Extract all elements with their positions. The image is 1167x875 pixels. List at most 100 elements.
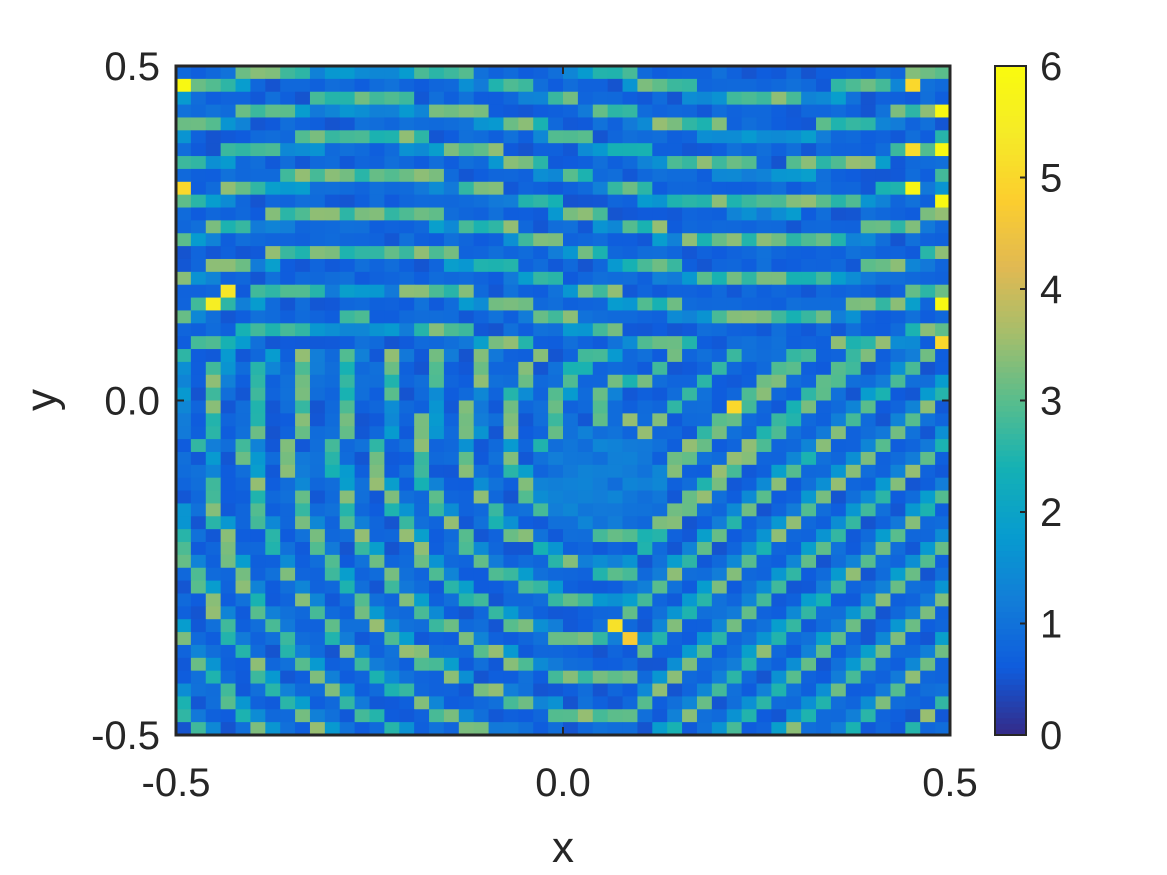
heatmap-cell — [205, 258, 222, 273]
heatmap-cell — [652, 271, 668, 286]
heatmap-cell — [205, 400, 222, 414]
heatmap-cell — [920, 477, 936, 492]
heatmap-cell — [354, 567, 371, 582]
heatmap-cell — [533, 413, 549, 427]
heatmap-cell — [250, 284, 266, 299]
colorbar-segment — [995, 333, 1026, 340]
heatmap-cell — [935, 696, 951, 710]
heatmap-cell — [280, 722, 296, 736]
heatmap-cell — [905, 709, 921, 723]
heatmap-cell — [473, 181, 490, 196]
heatmap-cell — [548, 117, 564, 131]
heatmap-cell — [875, 490, 892, 505]
colorbar-segment — [995, 528, 1026, 535]
heatmap-cell — [443, 336, 460, 350]
heatmap-cell — [250, 567, 266, 582]
heatmap-cell — [711, 349, 728, 363]
heatmap-cell — [429, 117, 445, 131]
colorbar-segment — [995, 255, 1026, 262]
heatmap-cell — [711, 271, 728, 286]
heatmap-cell — [384, 104, 400, 119]
heatmap-cell — [905, 168, 921, 183]
heatmap-cell — [190, 657, 207, 672]
heatmap-cell — [176, 66, 192, 80]
heatmap-cell — [801, 606, 817, 620]
heatmap-cell — [622, 722, 639, 736]
heatmap-cell — [711, 323, 728, 337]
heatmap-cell — [875, 117, 892, 131]
heatmap-cell — [741, 156, 758, 170]
heatmap-cell — [399, 271, 415, 286]
heatmap-cell — [845, 413, 862, 427]
heatmap-cell — [905, 130, 921, 144]
colorbar-segment — [995, 93, 1026, 101]
heatmap-cell — [816, 130, 832, 144]
heatmap-cell — [563, 657, 579, 672]
colorbar-segment — [995, 629, 1026, 636]
heatmap-cell — [667, 194, 683, 209]
heatmap-cell — [920, 156, 936, 170]
heatmap-cell — [235, 580, 252, 595]
heatmap-cell — [637, 580, 653, 595]
heatmap-cell — [726, 143, 743, 157]
heatmap-cell — [220, 451, 237, 466]
heatmap-cell — [548, 670, 564, 685]
heatmap-cell — [339, 91, 356, 106]
heatmap-cell — [414, 271, 430, 286]
heatmap-cell — [667, 400, 683, 414]
heatmap-cell — [488, 323, 505, 337]
heatmap-cell — [429, 258, 445, 273]
heatmap-cell — [384, 194, 400, 209]
heatmap-cell — [830, 696, 847, 710]
heatmap-cell — [875, 349, 892, 363]
heatmap-cell — [890, 91, 906, 106]
heatmap-cell — [592, 670, 609, 685]
heatmap-cell — [354, 374, 371, 389]
heatmap-cell — [220, 400, 237, 414]
y-tick-label: 0.0 — [104, 380, 160, 424]
heatmap-cell — [190, 400, 207, 414]
heatmap-cell — [845, 451, 862, 466]
heatmap-cell — [399, 709, 415, 723]
heatmap-cell — [696, 310, 713, 324]
heatmap-cell — [250, 516, 266, 530]
heatmap-cell — [265, 117, 281, 131]
heatmap-cell — [875, 542, 892, 556]
heatmap-cell — [786, 156, 802, 170]
heatmap-cell — [265, 323, 281, 337]
heatmap-cell — [518, 336, 534, 350]
heatmap-cell — [235, 130, 252, 144]
heatmap-cell — [786, 66, 802, 80]
heatmap-cell — [265, 683, 281, 698]
heatmap-cell — [309, 271, 326, 286]
heatmap-cell — [250, 413, 266, 427]
heatmap-cell — [905, 722, 921, 736]
heatmap-cell — [756, 361, 772, 376]
heatmap-cell — [250, 246, 266, 260]
heatmap-cell — [533, 194, 549, 209]
heatmap-cell — [711, 387, 728, 402]
heatmap-cell — [696, 683, 713, 698]
heatmap-cell — [429, 233, 445, 247]
heatmap-cell — [533, 516, 549, 530]
heatmap-cell — [905, 310, 921, 324]
heatmap-cell — [786, 400, 802, 414]
heatmap-cell — [860, 619, 877, 633]
heatmap-cell — [622, 271, 639, 286]
heatmap-cell — [935, 567, 951, 582]
colorbar-segment — [995, 138, 1026, 145]
heatmap-cell — [682, 271, 698, 286]
heatmap-cell — [414, 78, 430, 93]
heatmap-cell — [607, 606, 624, 620]
heatmap-cell — [250, 657, 266, 672]
colorbar-segment — [995, 222, 1026, 229]
heatmap-cell — [473, 413, 490, 427]
heatmap-cell — [250, 233, 266, 247]
heatmap-cell — [220, 66, 237, 80]
heatmap-cell — [741, 78, 758, 93]
heatmap-cell — [756, 284, 772, 299]
heatmap-cell — [533, 709, 549, 723]
heatmap-cell — [265, 644, 281, 659]
heatmap-cell — [280, 220, 296, 234]
heatmap-cell — [756, 567, 772, 582]
